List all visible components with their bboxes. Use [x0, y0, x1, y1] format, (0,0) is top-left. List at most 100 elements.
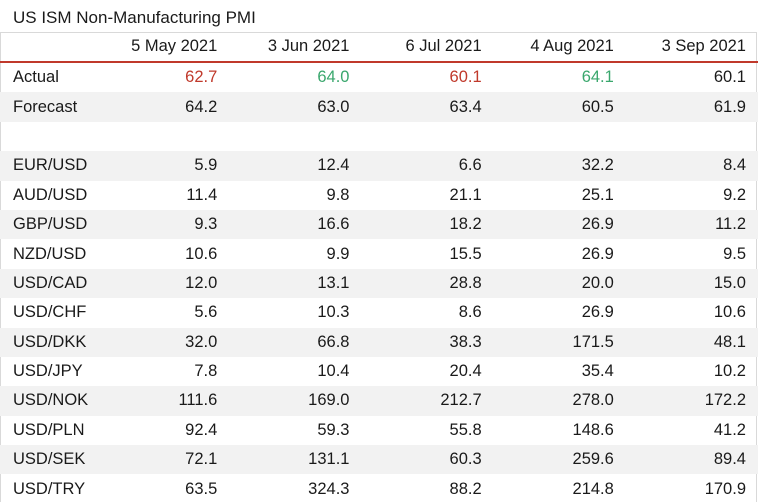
row-label: USD/NOK [0, 386, 98, 416]
table-cell: 171.5 [493, 327, 626, 357]
table-cell [97, 122, 229, 151]
table-frame [0, 32, 757, 502]
table-row: Actual 62.7 64.0 60.1 64.1 60.1 [0, 62, 758, 92]
table-row: USD/TRY 63.5 324.3 88.2 214.8 170.9 [0, 474, 758, 503]
table-cell: 9.3 [97, 209, 230, 240]
table-cell: 5.6 [194, 303, 218, 322]
table-cell [229, 122, 361, 151]
table-row: USD/NOK 111.6 169.0 212.7 278.0 172.2 [0, 386, 758, 416]
table-cell: 5.9 [97, 151, 230, 181]
table-cell: 72.1 [97, 445, 230, 475]
row-label: AUD/USD [13, 185, 88, 204]
row-label: USD/JPY [13, 362, 83, 381]
header-row: 5 May 2021 3 Jun 2021 6 Jul 2021 4 Aug 2021… [0, 32, 758, 62]
table-title: US ISM Non-Manufacturing PMI [13, 8, 256, 27]
table-cell: 11.2 [625, 209, 758, 240]
row-label: USD/DKK [0, 327, 98, 357]
table-cell: 13.1 [229, 268, 362, 299]
table-cell: 12.4 [229, 151, 362, 181]
table-cell: 26.9 [493, 209, 626, 240]
pmi-table: 5 May 2021 3 Jun 2021 6 Jul 2021 4 Aug 2021… [0, 32, 758, 504]
column-header: 5 May 2021 [131, 37, 218, 55]
table-cell: 63.5 [185, 479, 218, 498]
table-cell: 63.4 [361, 92, 494, 122]
table-cell: 12.0 [97, 268, 230, 299]
table-cell: 9.9 [326, 244, 350, 263]
table-row: NZD/USD 10.6 9.9 15.5 26.9 9.5 [0, 239, 758, 268]
table-cell: 32.0 [97, 327, 230, 357]
table-cell: 35.4 [581, 362, 614, 381]
table-row: USD/JPY 7.8 10.4 20.4 35.4 10.2 [0, 357, 758, 386]
table-row: AUD/USD 11.4 9.8 21.1 25.1 9.2 [0, 181, 758, 210]
table-cell: 61.9 [625, 92, 758, 122]
table-cell: 21.1 [449, 185, 482, 204]
table-cell: 60.5 [493, 92, 626, 122]
table-cell: 60.1 [449, 68, 482, 87]
table-cell: 62.7 [185, 68, 218, 87]
table-cell: 28.8 [361, 268, 494, 299]
column-header: 3 Jun 2021 [267, 37, 350, 55]
table-cell: 111.6 [97, 386, 230, 416]
table-cell: 8.6 [458, 303, 482, 322]
table-row: USD/CHF 5.6 10.3 8.6 26.9 10.6 [0, 298, 758, 327]
table-cell: 148.6 [572, 420, 614, 439]
table-cell: 64.2 [97, 92, 230, 122]
table-cell: 131.1 [229, 445, 362, 475]
table-cell: 10.6 [713, 303, 746, 322]
table-cell: 10.3 [317, 303, 350, 322]
table-cell [626, 122, 758, 151]
table-cell: 20.0 [493, 268, 626, 299]
column-header: 4 Aug 2021 [530, 37, 614, 55]
table-cell: 15.0 [625, 268, 758, 299]
table-cell: 8.4 [625, 151, 758, 181]
table-cell: 10.2 [713, 362, 746, 381]
table-cell: 214.8 [572, 479, 614, 498]
table-cell: 259.6 [493, 445, 626, 475]
row-label: NZD/USD [13, 244, 87, 263]
column-header: 6 Jul 2021 [405, 37, 482, 55]
table-cell: 38.3 [361, 327, 494, 357]
table-cell: 20.4 [449, 362, 482, 381]
table-cell: 26.9 [581, 303, 614, 322]
table-cell: 92.4 [185, 420, 218, 439]
table-row: USD/CAD 12.0 13.1 28.8 20.0 15.0 [0, 268, 758, 299]
table-row: Forecast 64.2 63.0 63.4 60.5 61.9 [0, 92, 758, 122]
table-cell: 25.1 [581, 185, 614, 204]
table-row: USD/PLN 92.4 59.3 55.8 148.6 41.2 [0, 416, 758, 445]
table-cell: 11.4 [186, 185, 218, 204]
row-label: USD/TRY [13, 479, 86, 498]
table-cell: 278.0 [493, 386, 626, 416]
table-row: USD/SEK 72.1 131.1 60.3 259.6 89.4 [0, 445, 758, 475]
table-cell: 16.6 [229, 209, 362, 240]
table-row: GBP/USD 9.3 16.6 18.2 26.9 11.2 [0, 209, 758, 240]
table-row [0, 122, 758, 151]
table-cell: 172.2 [625, 386, 758, 416]
table-cell: 10.6 [185, 244, 218, 263]
table-cell [361, 122, 493, 151]
row-label: USD/CAD [0, 268, 98, 299]
table-cell: 41.2 [713, 420, 746, 439]
table-cell: 9.8 [326, 185, 350, 204]
row-label: USD/SEK [0, 445, 98, 475]
column-header: 3 Sep 2021 [661, 37, 746, 55]
table-cell: 63.0 [229, 92, 362, 122]
table-cell: 169.0 [229, 386, 362, 416]
table-cell: 6.6 [361, 151, 494, 181]
table-cell: 60.3 [361, 445, 494, 475]
row-label [0, 122, 97, 151]
row-label: Actual [13, 68, 59, 87]
table-cell: 60.1 [713, 68, 746, 87]
table-cell: 89.4 [625, 445, 758, 475]
table-row: EUR/USD 5.9 12.4 6.6 32.2 8.4 [0, 151, 758, 181]
table-cell: 26.9 [581, 244, 614, 263]
row-label: USD/CHF [13, 303, 87, 322]
row-label: EUR/USD [0, 151, 98, 181]
table-cell: 7.8 [194, 362, 218, 381]
table-cell: 64.0 [317, 68, 350, 87]
table-cell: 18.2 [361, 209, 494, 240]
table-body: Actual 62.7 64.0 60.1 64.1 60.1 Forecast 64.2 63… [0, 62, 758, 504]
table-cell: 9.5 [723, 244, 746, 263]
table-cell: 48.1 [625, 327, 758, 357]
table-cell: 15.5 [449, 244, 482, 263]
table-cell: 212.7 [361, 386, 494, 416]
